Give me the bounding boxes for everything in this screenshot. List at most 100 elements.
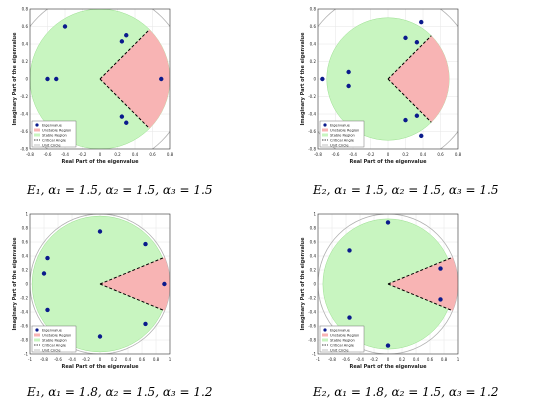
y-tick-label: 0.6 xyxy=(310,24,317,29)
y-tick-label: -0.2 xyxy=(308,296,316,301)
eigenvalue-point xyxy=(162,281,167,287)
eigenvalue-point xyxy=(385,220,391,225)
legend-swatch-eigenvalue xyxy=(323,123,327,127)
legend-swatch-eigenvalue xyxy=(35,328,39,332)
x-tick-label: -0.2 xyxy=(370,357,378,362)
y-tick-label: 0.6 xyxy=(310,240,317,245)
critical-angle-line-lower xyxy=(99,78,150,129)
y-tick-label: 0.4 xyxy=(22,42,29,47)
unstable-region xyxy=(388,35,450,123)
x-axis-label: Real Part of the eigenvalue xyxy=(350,364,428,370)
x-tick-label: -1 xyxy=(316,357,320,362)
x-tick-label: -0.2 xyxy=(367,152,375,157)
y-tick-label: -0.8 xyxy=(308,147,316,152)
y-tick-label: 0.8 xyxy=(310,7,317,12)
y-tick-label: -0.6 xyxy=(308,129,316,134)
x-tick-label: -0.6 xyxy=(44,152,52,157)
legend-label: Critical Angle xyxy=(42,343,67,347)
x-tick-label: -0.8 xyxy=(26,152,34,157)
caption-4: E₂, α₁ = 1.8, α₂ = 1.5, α₃ = 1.2 xyxy=(313,385,499,399)
legend-label: Unit Circle xyxy=(330,348,349,352)
x-tick-label: 0 xyxy=(387,152,390,157)
eigenvalue-point xyxy=(62,24,68,29)
x-tick-label: 0.4 xyxy=(420,152,427,157)
x-tick-label: 0 xyxy=(387,357,390,362)
critical-angle-line-lower xyxy=(99,283,165,312)
legend-label: Critical Angle xyxy=(330,138,355,142)
legend-label: Eigenvalue xyxy=(330,123,351,127)
x-tick-label: -0.6 xyxy=(54,357,62,362)
y-tick-label: -1 xyxy=(312,352,316,357)
y-tick-label: 0.8 xyxy=(310,226,317,231)
eigenvalue-point xyxy=(385,343,391,348)
y-tick-label: 0 xyxy=(313,282,316,287)
x-tick-label: 0.8 xyxy=(441,357,448,362)
x-tick-label: 0.2 xyxy=(111,357,118,362)
y-tick-label: -0.2 xyxy=(308,94,316,99)
legend-label: Eigenvalue xyxy=(330,328,351,332)
critical-angle-line-upper xyxy=(99,256,165,285)
y-tick-label: -0.8 xyxy=(308,338,316,343)
y-tick-label: 0.2 xyxy=(22,59,29,64)
legend-label: Stable Region xyxy=(330,133,355,137)
eigenvalue-point xyxy=(143,241,148,247)
eigenvalue-point xyxy=(119,114,125,119)
x-tick-label: -0.2 xyxy=(79,152,87,157)
x-tick-label: 1 xyxy=(457,357,460,362)
eigenvalue-point xyxy=(124,33,129,38)
y-tick-label: 0.8 xyxy=(22,226,29,231)
legend-label: Unit Circle xyxy=(330,143,349,147)
eigenvalue-point xyxy=(97,334,103,339)
x-tick-label: 0.6 xyxy=(149,152,156,157)
y-tick-label: 0.4 xyxy=(310,42,317,47)
y-tick-label: -0.6 xyxy=(20,129,28,134)
x-tick-label: -0.4 xyxy=(356,357,364,362)
legend-swatch-stable xyxy=(34,338,40,342)
y-tick-label: -0.2 xyxy=(20,296,28,301)
axes-box xyxy=(317,213,459,355)
y-tick-label: 0.6 xyxy=(22,240,29,245)
x-tick-label: 0.6 xyxy=(437,152,444,157)
eigenvalue-point xyxy=(45,255,50,261)
critical-angle-line-upper xyxy=(99,29,150,80)
legend-label: Eigenvalue xyxy=(42,123,63,127)
eigenvalue-point xyxy=(119,39,125,44)
x-tick-label: 0.4 xyxy=(413,357,420,362)
y-tick-label: 0.8 xyxy=(22,7,29,12)
eigenvalue-point xyxy=(124,120,129,125)
y-tick-label: 0 xyxy=(313,77,316,82)
y-tick-label: 0 xyxy=(25,77,28,82)
eigenvalue-point xyxy=(320,76,325,82)
eigenvalue-point xyxy=(403,117,408,123)
legend-swatch-eigenvalue xyxy=(323,328,327,332)
caption-1: E₁, α₁ = 1.5, α₂ = 1.5, α₃ = 1.5 xyxy=(27,183,213,197)
eigenvalue-point xyxy=(347,248,352,253)
eigenvalue-point xyxy=(414,113,420,118)
x-tick-label: 0.2 xyxy=(402,152,409,157)
y-tick-label: 0 xyxy=(25,282,28,287)
y-tick-label: -0.6 xyxy=(20,324,28,329)
legend-label: Unstable Region xyxy=(42,128,71,132)
eigenvalue-point xyxy=(54,76,59,82)
eigenvalue-chart-1: -0.8 -0.6 -0.4 -0.2 0 0.2 0.4 0.6 0.8 -0.8 -0.6 -0.… xyxy=(0,5,262,177)
y-axis-label: Imaginary Part of the eigenvalue xyxy=(12,32,18,126)
axes-box xyxy=(29,8,171,150)
legend-swatch-unstable xyxy=(322,333,328,337)
eigenvalue-point xyxy=(403,35,408,41)
legend-label: Unstable Region xyxy=(42,333,71,337)
legend-swatch-stable xyxy=(322,133,328,137)
y-tick-label: -0.4 xyxy=(308,310,316,315)
x-tick-label: 1 xyxy=(169,357,172,362)
legend-swatch-stable xyxy=(34,133,40,137)
x-tick-label: -0.8 xyxy=(40,357,48,362)
y-tick-label: -0.8 xyxy=(20,147,28,152)
x-tick-label: -0.8 xyxy=(328,357,336,362)
eigenvalue-point xyxy=(438,266,443,271)
caption-2: E₂, α₁ = 1.5, α₂ = 1.5, α₃ = 1.5 xyxy=(313,183,499,197)
y-tick-label: -0.4 xyxy=(308,112,316,117)
x-tick-label: -0.4 xyxy=(68,357,76,362)
y-tick-label: 0.6 xyxy=(22,24,29,29)
eigenvalue-chart-4: -1 -0.8 -0.6 -0.4 -0.2 0 0.2 0.4 0.6 0.8 1 -1 -0.8 -0… xyxy=(288,210,550,382)
x-tick-label: 0.8 xyxy=(153,357,160,362)
y-tick-label: -0.4 xyxy=(20,112,28,117)
